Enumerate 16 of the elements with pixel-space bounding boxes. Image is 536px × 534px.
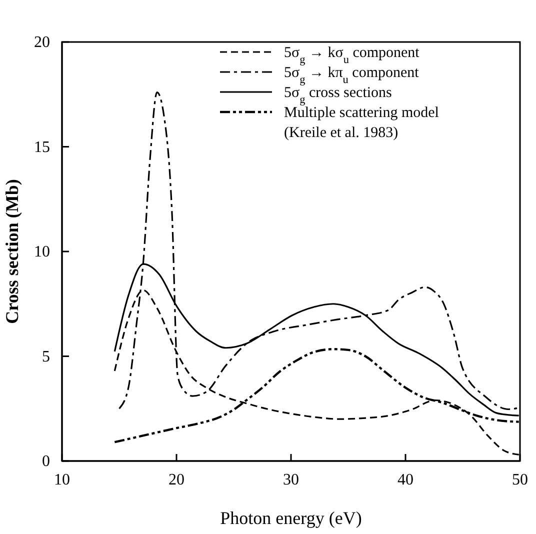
x-tick-label: 50 [512,471,528,488]
x-axis-title: Photon energy (eV) [220,508,362,528]
y-tick-label: 0 [42,453,50,470]
x-tick-label: 20 [168,471,184,488]
x-tick-label: 40 [398,471,414,488]
y-axis-title: Cross section (Mb) [2,179,22,324]
legend-label: 5σ$_{g}$ → kπ$_{u}$ component [284,65,420,86]
legend-label: Multiple scattering model (Kreile et al. 1983) [284,105,439,141]
y-tick-label: 20 [34,34,50,52]
y-tick-label: 15 [34,138,50,156]
legend-label: 5σ$_{g}$ → kσ$_{u}$ component [284,45,420,66]
y-tick-label: 10 [34,244,50,261]
legend-label: 5σ$_{g}$ cross sections [284,85,392,106]
y-tick-label: 5 [42,348,50,366]
x-tick-label: 10 [54,471,70,488]
x-tick-label: 30 [283,471,299,488]
